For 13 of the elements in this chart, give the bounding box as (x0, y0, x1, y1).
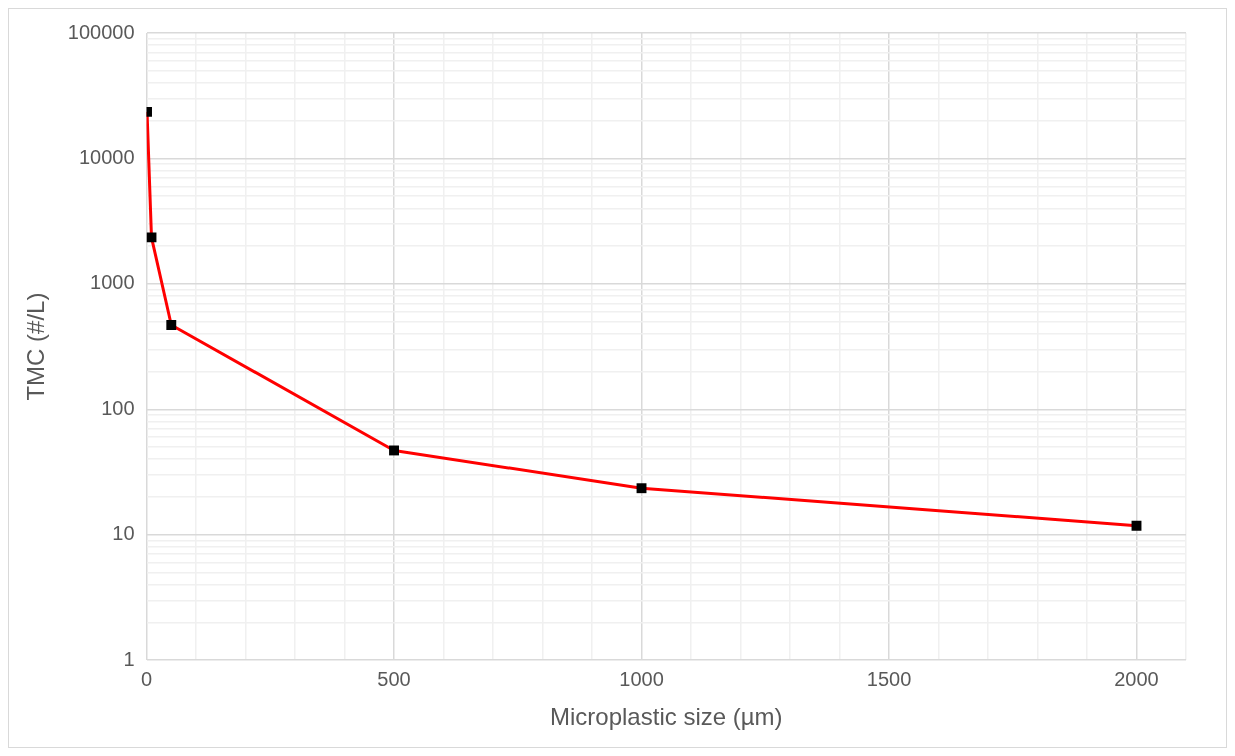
y-tick-label: 10 (112, 522, 135, 545)
x-tick-label: 2000 (1114, 667, 1159, 690)
x-tick-label: 0 (140, 667, 153, 690)
x-tick-label: 1500 (866, 667, 912, 690)
y-tick-label: 1000 (90, 271, 135, 294)
y-tick-label: 1 (123, 647, 135, 670)
y-axis-title: TMC (#/L) (22, 292, 50, 401)
y-tick-label: 10000 (78, 145, 135, 168)
y-tick-label: 100000 (67, 20, 135, 43)
x-tick-label: 1000 (619, 667, 664, 690)
y-tick-label: 100 (101, 396, 135, 419)
x-axis-title: Microplastic size (µm) (550, 703, 783, 731)
x-tick-label: 500 (377, 667, 411, 690)
